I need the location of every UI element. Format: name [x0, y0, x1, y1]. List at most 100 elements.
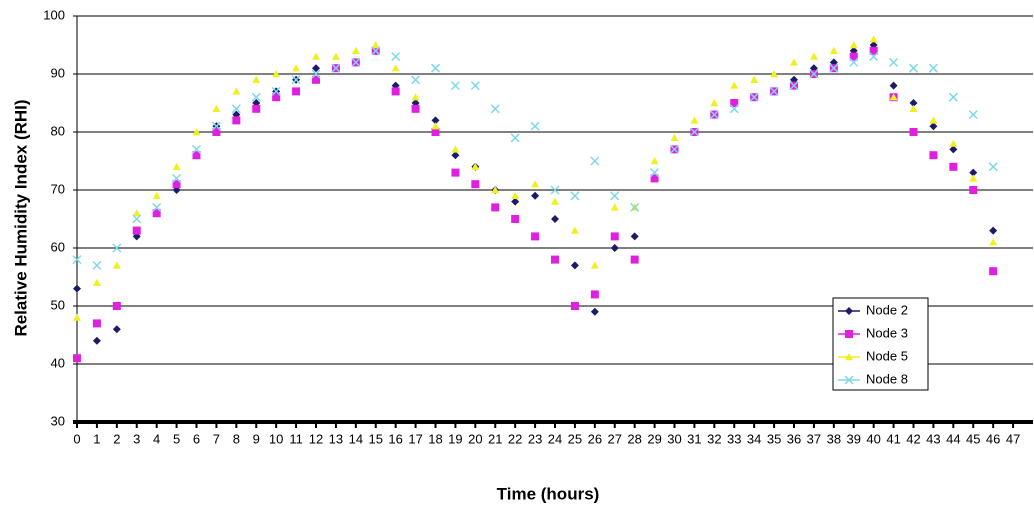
- x-tick-label: 3: [133, 431, 140, 446]
- data-point: [889, 93, 898, 101]
- data-point: [790, 58, 798, 66]
- data-point: [948, 92, 958, 102]
- data-point: [531, 180, 540, 188]
- x-tick-label: 2: [113, 431, 120, 446]
- data-point: [889, 57, 899, 67]
- data-point: [411, 75, 421, 85]
- x-tick-label: 41: [886, 431, 900, 446]
- x-tick-label: 19: [448, 431, 462, 446]
- x-tick-label: 17: [408, 431, 422, 446]
- data-point: [212, 104, 221, 112]
- data-point: [729, 104, 739, 114]
- x-tick-label: 38: [827, 431, 841, 446]
- data-point: [789, 81, 799, 91]
- data-point: [132, 226, 141, 235]
- data-point: [869, 52, 879, 62]
- data-point: [112, 261, 121, 269]
- data-point: [650, 168, 660, 178]
- legend-marker: [845, 353, 853, 361]
- data-point: [989, 267, 998, 276]
- data-point: [749, 92, 759, 102]
- x-axis-title: Time (hours): [497, 484, 600, 503]
- data-point: [650, 157, 659, 165]
- data-point: [192, 151, 201, 160]
- data-point: [331, 63, 341, 73]
- x-tick-label: 12: [309, 431, 323, 446]
- x-tick-label: 37: [807, 431, 821, 446]
- data-point: [670, 133, 679, 141]
- data-point: [969, 174, 978, 182]
- y-tick-label: 90: [51, 65, 65, 80]
- data-point: [610, 203, 619, 211]
- y-tick-label: 50: [51, 297, 65, 312]
- x-tick-label: 15: [369, 431, 383, 446]
- data-point: [470, 81, 480, 91]
- x-tick-label: 26: [588, 431, 602, 446]
- legend: Node 2 Node 3 Node 5 Node 8: [832, 297, 929, 391]
- data-point: [431, 122, 440, 130]
- data-point: [949, 162, 958, 171]
- data-point: [969, 186, 978, 194]
- x-tick-label: 28: [627, 431, 641, 446]
- data-point: [312, 75, 320, 84]
- data-point: [451, 151, 460, 160]
- data-point: [530, 121, 540, 131]
- data-point: [391, 52, 401, 62]
- data-point: [92, 319, 101, 328]
- data-point: [152, 191, 161, 199]
- data-point: [331, 52, 340, 60]
- data-point: [590, 307, 599, 316]
- data-point: [172, 162, 181, 170]
- data-point: [291, 75, 301, 85]
- data-point: [829, 63, 839, 73]
- data-point: [112, 302, 121, 310]
- data-point: [312, 64, 320, 73]
- data-point: [411, 93, 420, 101]
- x-tick-label: 11: [289, 431, 303, 446]
- x-tick-label: 43: [926, 431, 940, 446]
- x-tick-label: 5: [173, 431, 180, 446]
- x-tick-label: 23: [528, 431, 542, 446]
- data-point: [232, 116, 241, 125]
- data-point: [889, 81, 898, 90]
- data-point: [551, 197, 559, 205]
- data-point: [132, 209, 141, 217]
- x-tick-label: 32: [707, 431, 721, 446]
- data-point: [271, 86, 281, 96]
- data-point: [192, 128, 201, 136]
- data-point: [132, 214, 142, 224]
- data-point: [710, 99, 719, 107]
- y-tick-label: 70: [51, 181, 65, 196]
- data-point: [451, 168, 460, 177]
- data-point: [849, 41, 858, 49]
- data-point: [570, 261, 579, 270]
- x-tick-label: 16: [388, 431, 402, 446]
- y-axis-title: Relative Humidity Index (RHI): [11, 99, 30, 336]
- data-point: [112, 243, 122, 253]
- data-point: [570, 226, 579, 234]
- x-tick-label: 33: [727, 431, 741, 446]
- data-point: [471, 162, 480, 170]
- data-point: [152, 209, 161, 218]
- data-point: [191, 144, 202, 154]
- data-point: [630, 232, 639, 241]
- data-point: [252, 104, 261, 113]
- data-point: [929, 122, 938, 131]
- data-point: [391, 64, 400, 72]
- x-tick-label: 31: [687, 431, 701, 446]
- x-tick-label: 46: [986, 431, 1000, 446]
- data-point: [849, 52, 858, 61]
- data-point: [590, 290, 599, 299]
- y-tick-label: 30: [51, 413, 65, 428]
- x-tick-label: 22: [508, 431, 522, 446]
- data-point: [928, 63, 938, 73]
- data-point: [312, 52, 320, 60]
- data-point: [431, 116, 440, 125]
- data-point: [73, 354, 81, 363]
- data-point: [809, 69, 819, 79]
- y-tick-label: 100: [43, 7, 65, 22]
- x-tick-label: 1: [93, 431, 100, 446]
- x-tick-label: 30: [667, 431, 681, 446]
- data-point: [112, 325, 121, 334]
